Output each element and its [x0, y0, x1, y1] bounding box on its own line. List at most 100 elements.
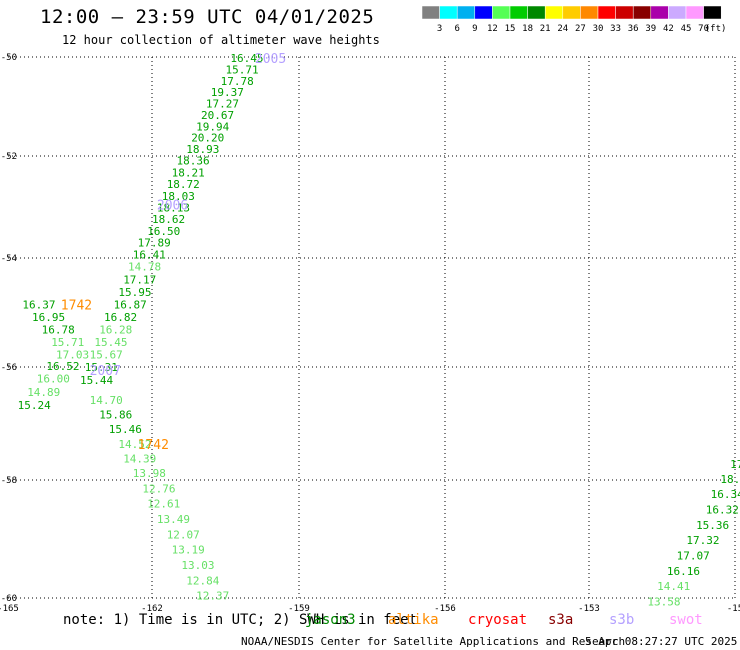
wave-height-reading: 14.39	[123, 453, 156, 466]
pass-time-label: 1742	[61, 298, 92, 313]
longitude-label: -159	[288, 604, 310, 614]
wave-height-reading: 12.07	[167, 528, 200, 541]
satellite-cryosat-label: cryosat	[468, 612, 528, 628]
wave-height-reading: 18.2	[720, 473, 740, 486]
wave-height-reading: 13.03	[181, 559, 214, 572]
wave-height-reading: 14.78	[128, 261, 161, 274]
wave-height-reading: 12.37	[196, 590, 229, 603]
credit-line: NOAA/NESDIS Center for Satellite Applica…	[241, 635, 626, 648]
wave-height-reading: 16.16	[667, 565, 700, 578]
map-title: 12:00 — 23:59 UTC 04/01/2025	[40, 6, 375, 28]
wave-height-reading: 20.20	[191, 132, 224, 145]
legend-tick-label: 39	[645, 24, 656, 34]
legend-tick-label: 9	[472, 24, 477, 34]
wave-height-reading: 20.67	[201, 109, 234, 122]
legend-unit-label: (ft)	[705, 24, 727, 34]
pass-time-label: 1742	[138, 438, 169, 453]
latitude-label: -56	[1, 363, 17, 373]
wave-height-reading: 16.32	[706, 504, 739, 517]
wave-height-reading: 17.03	[56, 348, 89, 361]
generation-timestamp: 5 Apr 08:27:27 UTC 2025	[585, 635, 738, 648]
pass-time-label: 2006	[157, 198, 188, 213]
wave-height-reading: 15.71	[226, 63, 259, 76]
wave-height-reading: 16.45	[230, 52, 263, 65]
wave-height-reading: 15.95	[118, 286, 151, 299]
wave-height-reading: 18.13	[157, 202, 190, 215]
legend-tick-label: 24	[557, 24, 568, 34]
satellite-swot-label: swot	[669, 612, 703, 628]
wave-height-reading: 17	[730, 458, 740, 471]
legend-tick-label: 21	[540, 24, 551, 34]
legend-tick-label: 27	[575, 24, 586, 34]
wave-height-reading: 14.41	[657, 580, 690, 593]
wave-height-reading: 14.52	[118, 438, 151, 451]
wave-height-reading: 15.46	[109, 423, 142, 436]
wave-height-reading: 15.31	[85, 361, 118, 374]
wave-height-reading: 17.78	[221, 75, 254, 88]
pass-time-label: 2005	[255, 52, 286, 67]
legend-tick-label: 15	[505, 24, 516, 34]
wave-height-reading: 13.49	[157, 513, 190, 526]
map-subtitle: 12 hour collection of altimeter wave hei…	[62, 33, 380, 47]
satellite-s3b-label: s3b	[609, 612, 635, 628]
legend-tick-label: 12	[487, 24, 498, 34]
longitude-label: -156	[434, 604, 456, 614]
legend-tick-label: 33	[610, 24, 621, 34]
wave-height-reading: 16.95	[32, 311, 65, 324]
latitude-label: -60	[1, 594, 17, 604]
wave-height-reading: 18.03	[162, 190, 195, 203]
wave-height-reading: 17.17	[123, 273, 156, 286]
wave-height-reading: 16.87	[114, 298, 147, 311]
wave-height-reading: 15.36	[696, 519, 729, 532]
latitude-label: -52	[1, 152, 17, 162]
longitude-label: -15	[727, 604, 740, 614]
wave-height-reading: 17.32	[686, 534, 719, 547]
legend-tick-label: 36	[628, 24, 639, 34]
satellite-jason3-label: jason3	[305, 612, 356, 628]
wave-height-reading: 18.62	[152, 213, 185, 226]
legend-tick-label: 30	[593, 24, 604, 34]
wave-height-reading: 18.93	[186, 143, 219, 156]
longitude-label: -153	[578, 604, 600, 614]
latitude-label: -50	[1, 53, 17, 63]
wave-height-reading: 16.37	[22, 298, 55, 311]
wave-height-reading: 12.84	[186, 574, 219, 587]
legend-tick-label: 42	[663, 24, 674, 34]
legend-tick-label: 45	[681, 24, 692, 34]
footnote: note: 1) Time is in UTC; 2) SWH is in fe…	[63, 612, 418, 628]
wave-height-reading: 16.52	[46, 360, 79, 373]
wave-height-reading: 16.50	[147, 225, 180, 238]
latitude-label: -58	[1, 476, 17, 486]
wave-height-reading: 16.00	[37, 372, 70, 385]
wave-height-reading: 13.19	[172, 544, 205, 557]
wave-height-reading: 17.89	[138, 237, 171, 250]
wave-height-reading: 15.45	[94, 336, 127, 349]
wave-height-color-legend: 3 6 9 12 15 18 21 24 27 30 33 36 39 42 45 70(ft)	[421, 5, 727, 34]
wave-height-reading: 15.71	[51, 336, 84, 349]
wave-height-reading: 18.72	[167, 178, 200, 191]
legend-tick-label: 6	[454, 24, 459, 34]
wave-height-reading: 16.41	[133, 248, 166, 261]
legend-tick-label: 18	[522, 24, 533, 34]
legend-tick-label: 3	[437, 24, 442, 34]
wave-height-reading: 16.34	[711, 488, 740, 501]
wave-height-reading: 14.70	[90, 394, 123, 407]
wave-height-reading: 16.78	[42, 323, 75, 336]
legend-swatch	[703, 5, 722, 20]
pass-time-label: 2007	[90, 364, 121, 379]
wave-height-reading: 12.76	[142, 482, 175, 495]
wave-height-reading: 19.94	[196, 120, 229, 133]
longitude-label: -165	[0, 604, 19, 614]
wave-height-reading: 17.07	[677, 550, 710, 563]
wave-height-reading: 15.67	[90, 348, 123, 361]
longitude-label: -162	[141, 604, 163, 614]
wave-height-reading: 12.61	[147, 498, 180, 511]
wave-height-reading: 15.24	[18, 399, 51, 412]
wave-height-reading: 16.82	[104, 311, 137, 324]
wave-height-reading: 15.44	[80, 374, 113, 387]
wave-height-reading: 13.98	[133, 467, 166, 480]
latitude-label: -54	[1, 254, 17, 264]
wave-height-reading: 13.58	[647, 596, 680, 609]
wave-height-reading: 17.27	[206, 98, 239, 111]
